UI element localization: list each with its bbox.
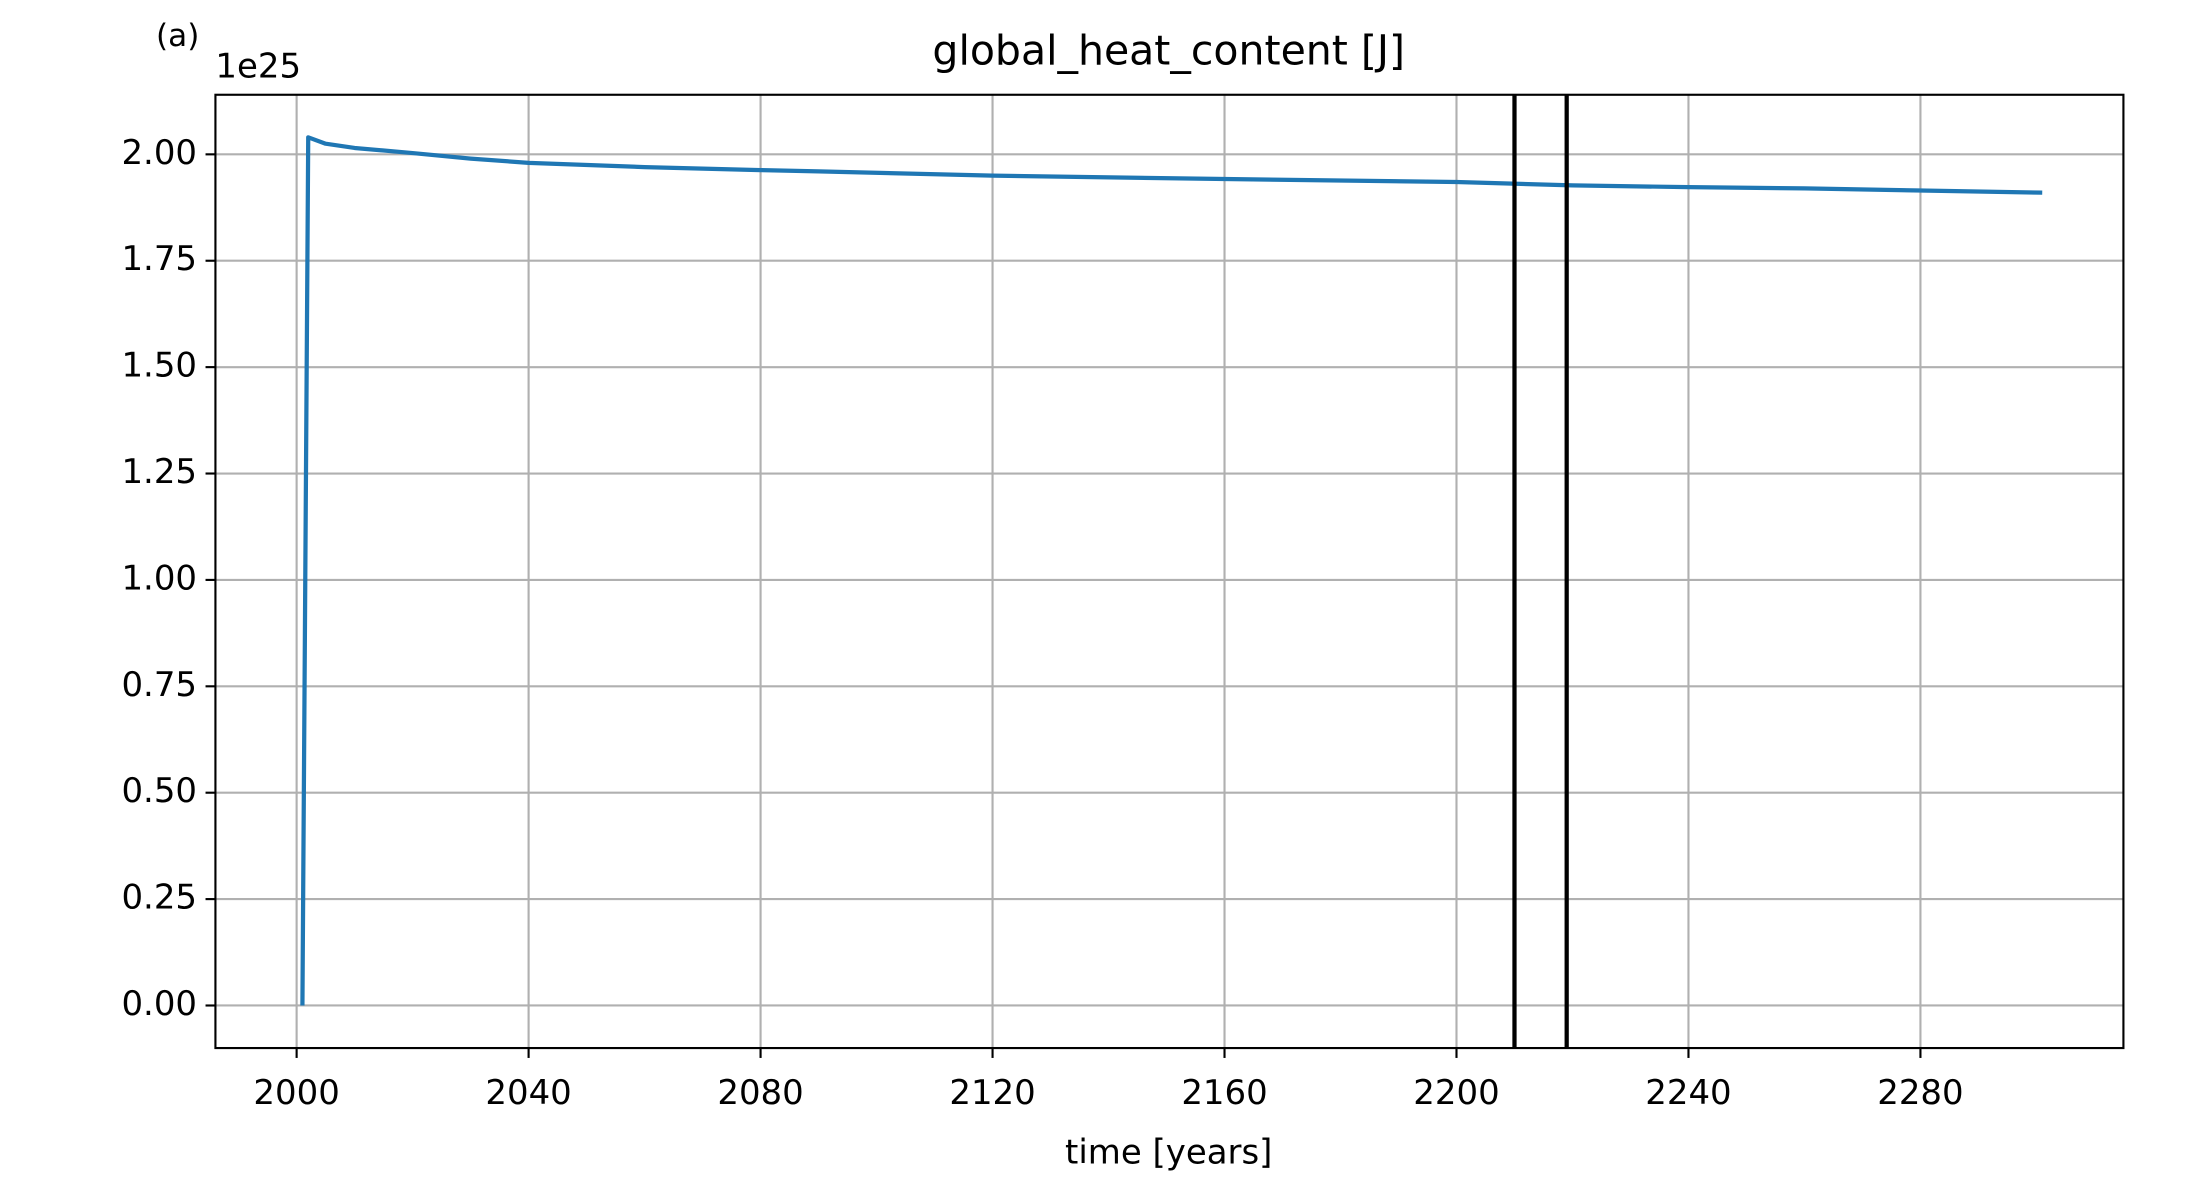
x-tick-label: 2240 <box>1645 1073 1731 1113</box>
x-tick-label: 2160 <box>1181 1073 1267 1113</box>
chart-title: global_heat_content [J] <box>932 27 1405 75</box>
annotation: (a) <box>156 18 199 54</box>
y-tick-label: 0.00 <box>121 984 197 1024</box>
y-tick-label: 1.25 <box>121 452 197 492</box>
x-tick-label: 2200 <box>1413 1073 1499 1113</box>
offset-label: 1e25 <box>215 46 301 86</box>
y-tick-label: 1.00 <box>121 558 197 598</box>
y-tick-label: 0.50 <box>121 771 197 811</box>
y-tick-label: 0.75 <box>121 665 197 705</box>
line-series <box>300 135 2043 1006</box>
plot-frame <box>214 93 2125 1050</box>
x-axis-label: time [years] <box>1065 1133 1272 1173</box>
x-tick-label: 2040 <box>485 1073 571 1113</box>
x-tick-label: 2120 <box>949 1073 1035 1113</box>
y-tick-label: 1.75 <box>121 239 197 279</box>
y-tick-label: 0.25 <box>121 878 197 918</box>
y-tick-label: 2.00 <box>121 133 197 173</box>
y-tick-label: 1.50 <box>121 346 197 386</box>
x-tick-label: 2000 <box>253 1073 339 1113</box>
x-tick-label: 2280 <box>1877 1073 1963 1113</box>
x-tick-label: 2080 <box>717 1073 803 1113</box>
